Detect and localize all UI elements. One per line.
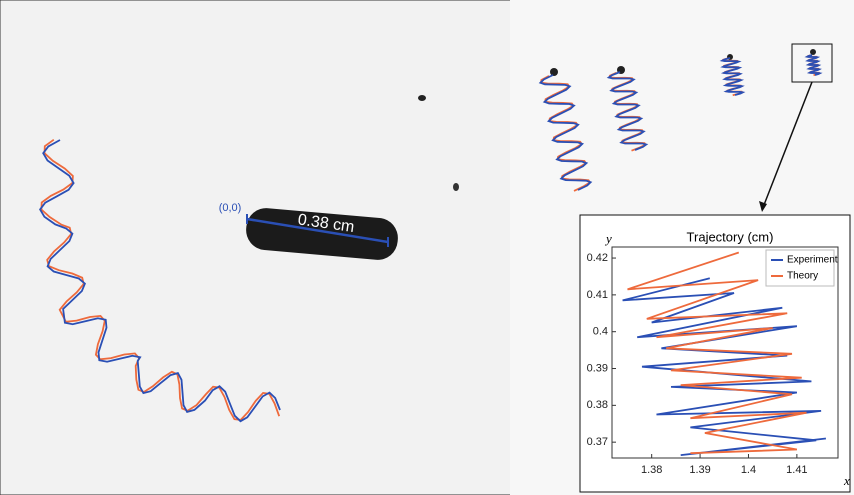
x-tick-label: 1.41	[786, 464, 807, 476]
y-tick-label: 0.38	[587, 399, 608, 411]
y-axis-label: y	[604, 231, 612, 246]
chart-title: Trajectory (cm)	[687, 229, 774, 244]
origin-label: (0,0)	[219, 202, 242, 214]
y-tick-label: 0.41	[587, 289, 608, 301]
particle	[810, 49, 816, 55]
y-tick-label: 0.39	[587, 362, 608, 374]
y-tick-label: 0.42	[587, 252, 608, 264]
y-tick-label: 0.4	[593, 326, 608, 338]
figure: (0,0) 0.38 cm Trajectory (cm) y x 1.381.…	[0, 0, 854, 495]
particle	[418, 95, 426, 101]
legend-label: Theory	[787, 271, 818, 282]
y-tick-label: 0.37	[587, 436, 608, 448]
legend-label: Experiment	[787, 255, 838, 266]
x-axis-label: x	[843, 473, 850, 488]
particle	[550, 68, 558, 76]
x-tick-label: 1.38	[641, 464, 662, 476]
particle	[453, 183, 459, 191]
x-tick-label: 1.39	[689, 464, 710, 476]
x-tick-label: 1.4	[741, 464, 756, 476]
